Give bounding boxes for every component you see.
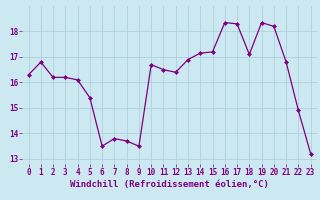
X-axis label: Windchill (Refroidissement éolien,°C): Windchill (Refroidissement éolien,°C) xyxy=(70,180,269,189)
